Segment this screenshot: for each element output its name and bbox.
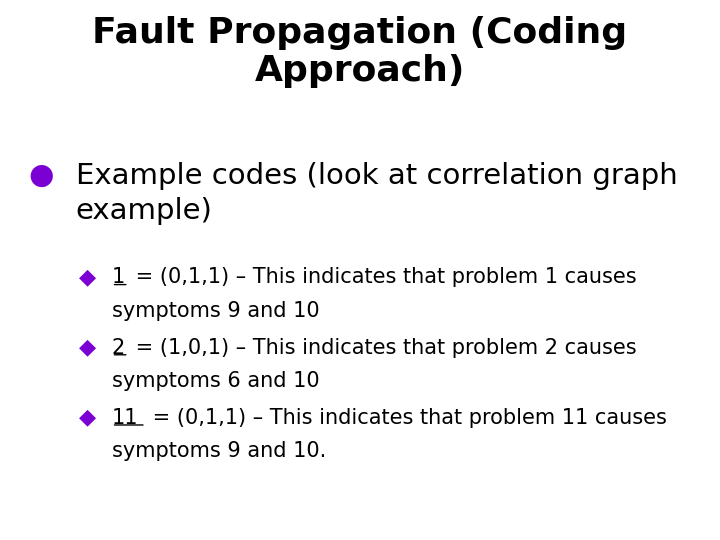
Text: = (0,1,1) – This indicates that problem 11 causes: = (0,1,1) – This indicates that problem … xyxy=(145,408,667,428)
Text: symptoms 6 and 10: symptoms 6 and 10 xyxy=(112,371,319,391)
Text: Fault Propagation (Coding
Approach): Fault Propagation (Coding Approach) xyxy=(92,16,628,88)
Text: Example codes (look at correlation graph
example): Example codes (look at correlation graph… xyxy=(76,162,678,225)
Text: 11: 11 xyxy=(112,408,138,428)
Text: symptoms 9 and 10.: symptoms 9 and 10. xyxy=(112,441,326,461)
Text: 1: 1 xyxy=(112,267,125,287)
Text: ◆: ◆ xyxy=(79,267,96,287)
Text: ◆: ◆ xyxy=(79,338,96,357)
Text: = (0,1,1) – This indicates that problem 1 causes: = (0,1,1) – This indicates that problem … xyxy=(129,267,636,287)
Text: symptoms 9 and 10: symptoms 9 and 10 xyxy=(112,301,319,321)
Text: = (1,0,1) – This indicates that problem 2 causes: = (1,0,1) – This indicates that problem … xyxy=(129,338,636,357)
Text: ◆: ◆ xyxy=(79,408,96,428)
Text: 2: 2 xyxy=(112,338,125,357)
Text: ●: ● xyxy=(29,162,54,190)
